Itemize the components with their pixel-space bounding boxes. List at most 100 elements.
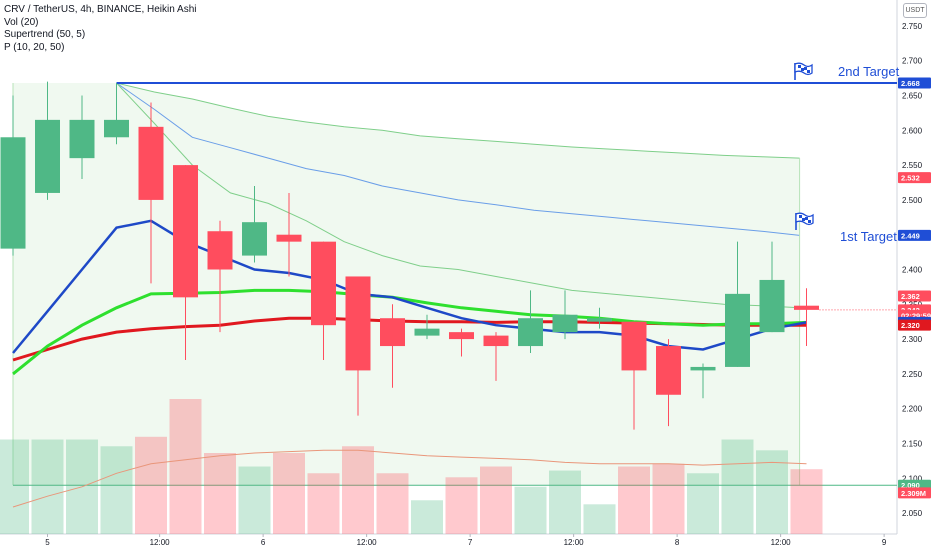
volume-bar — [618, 466, 650, 534]
candle-body — [725, 293, 750, 367]
time-tick-label: 9 — [882, 538, 887, 547]
price-label-tag — [898, 319, 931, 331]
flag-icon — [795, 212, 814, 230]
candle-body — [587, 318, 612, 322]
time-tick-label: 7 — [468, 538, 473, 547]
price-tick-label: 2.300 — [902, 335, 923, 344]
volume-bar — [652, 463, 685, 534]
price-label-text: 02:29:59 — [901, 311, 931, 320]
volume-bar — [514, 486, 547, 534]
time-tick-label: 12:00 — [771, 538, 792, 547]
price-label-text: 2.532 — [901, 174, 920, 183]
volume-bar — [169, 399, 202, 534]
volume-ma-line — [12, 449, 807, 508]
volume-bar — [445, 477, 478, 534]
zone-lower-line — [116, 82, 800, 309]
price-label-tag — [898, 487, 931, 499]
volume-bar — [549, 470, 581, 534]
price-label-text: 2.668 — [901, 79, 920, 88]
candle-body — [794, 305, 819, 310]
volume-bar — [0, 439, 29, 534]
candle-body — [518, 318, 543, 347]
legend-symbol: CRV / TetherUS, 4h, BINANCE, Heikin Ashi — [4, 4, 197, 15]
candle-body — [173, 165, 198, 298]
volume-bar — [238, 466, 271, 534]
second-target-label: 2nd Target — [838, 64, 900, 79]
price-label-tag — [898, 172, 931, 184]
volume-bar — [342, 446, 374, 534]
zone-mid-line — [116, 82, 800, 236]
price-tick-label: 2.150 — [902, 439, 923, 448]
volume-bar — [756, 450, 788, 534]
candle-body — [104, 119, 129, 138]
volume-bar — [100, 446, 133, 534]
candle-body — [552, 314, 578, 333]
price-tick-label: 2.500 — [902, 196, 923, 205]
price-label-text: 2.362 — [901, 292, 920, 301]
time-tick-label: 8 — [675, 538, 680, 547]
volume-bar — [307, 473, 340, 534]
volume-bar — [204, 453, 236, 534]
price-label-tag — [898, 77, 931, 89]
time-tick-label: 6 — [261, 538, 266, 547]
candle-body — [380, 318, 405, 347]
green-average-line — [12, 288, 807, 376]
volume-bar — [790, 469, 823, 534]
time-tick-label: 12:00 — [357, 538, 378, 547]
candle-body — [414, 328, 440, 336]
chart-legend: CRV / TetherUS, 4h, BINANCE, Heikin Ashi… — [4, 4, 197, 54]
flag-icon — [794, 62, 813, 80]
first-target-label: 1st Target — [840, 229, 897, 244]
candle-body — [207, 231, 233, 270]
time-tick-label: 12:00 — [564, 538, 585, 547]
candle-body — [621, 321, 647, 371]
price-tick-label: 2.600 — [902, 126, 923, 135]
currency-box[interactable]: USDT — [903, 3, 927, 18]
time-tick-label: 12:00 — [150, 538, 171, 547]
volume-bar — [31, 439, 64, 534]
candle-body — [345, 276, 371, 371]
candle-body — [483, 335, 509, 347]
candle-body — [311, 241, 336, 326]
target-zone-fill — [13, 82, 800, 486]
candle-body — [242, 222, 267, 256]
price-tick-label: 2.400 — [902, 266, 923, 275]
price-tick-label: 2.250 — [902, 370, 923, 379]
volume-bar — [687, 473, 719, 534]
price-label-text: 2.449 — [901, 231, 920, 240]
candle-body — [276, 234, 302, 242]
price-label-text: 2.320 — [901, 321, 920, 330]
volume-bar — [480, 466, 512, 534]
legend-p: P (10, 20, 50) — [4, 41, 65, 53]
price-tick-label: 2.200 — [902, 405, 923, 414]
price-label-text: 2.309M — [901, 489, 926, 498]
legend-volume: Vol (20) — [4, 16, 39, 28]
volume-bar — [135, 436, 167, 534]
volume-bar — [583, 504, 616, 534]
candle-body — [35, 119, 60, 193]
price-tick-label: 2.750 — [902, 22, 923, 31]
volume-bar — [376, 473, 409, 534]
price-label-text: 2.090 — [901, 481, 920, 490]
candle-body — [138, 126, 164, 200]
candle-body — [0, 137, 26, 249]
price-tick-label: 2.700 — [902, 57, 923, 66]
price-label-tag — [898, 290, 931, 302]
time-tick-label: 5 — [45, 538, 50, 547]
volume-bar — [411, 500, 443, 534]
price-tick-label: 2.550 — [902, 161, 923, 170]
volume-bar — [273, 453, 305, 534]
zone-upper-line — [116, 82, 800, 159]
price-tick-label: 2.050 — [902, 509, 923, 518]
candle-body — [656, 346, 681, 395]
candle-body — [759, 279, 785, 333]
price-tick-label: 2.650 — [902, 92, 923, 101]
candle-body — [690, 366, 716, 371]
candle-body — [449, 332, 474, 340]
price-label-tag — [898, 229, 931, 241]
volume-bar — [721, 439, 754, 534]
candle-body — [69, 119, 95, 159]
legend-supertrend: Supertrend (50, 5) — [4, 29, 86, 40]
price-tick-label: 2.100 — [902, 474, 923, 483]
